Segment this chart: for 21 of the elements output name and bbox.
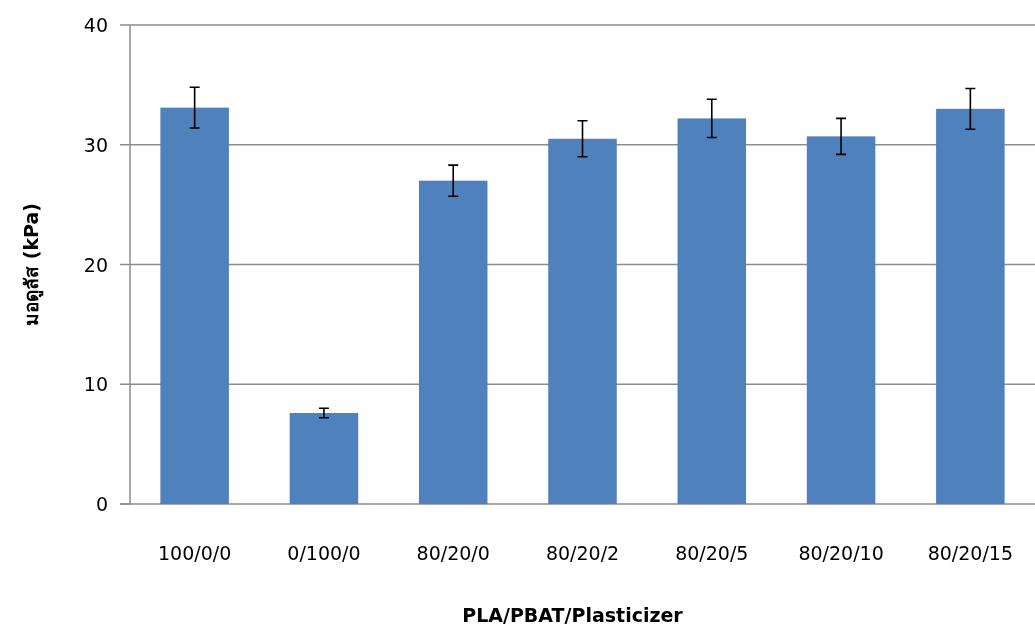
x-tick-label: 0/100/0: [287, 542, 361, 564]
x-tick-label: 100/0/0: [158, 542, 232, 564]
y-tick-label: 0: [95, 493, 108, 515]
bar: [806, 136, 876, 504]
x-axis-title: PLA/PBAT/Plasticizer: [462, 604, 684, 626]
bar: [160, 107, 229, 504]
bar: [936, 108, 1005, 504]
x-tick-label: 80/20/2: [545, 542, 620, 564]
bar: [677, 118, 747, 504]
y-tick-label: 40: [83, 14, 108, 36]
bar: [418, 180, 488, 504]
x-tick-label: 80/20/0: [416, 542, 490, 564]
bar: [289, 412, 359, 504]
y-tick-label: 10: [83, 373, 108, 396]
y-axis-title: มอดูลัส (kPa): [20, 203, 44, 326]
y-tick-label: 20: [83, 253, 108, 276]
x-tick-label: 80/20/5: [675, 542, 749, 564]
bar: [548, 138, 617, 504]
x-tick-label: 80/20/10: [798, 542, 884, 564]
x-tick-label: 80/20/15: [927, 542, 1014, 564]
y-tick-label: 30: [83, 133, 108, 156]
